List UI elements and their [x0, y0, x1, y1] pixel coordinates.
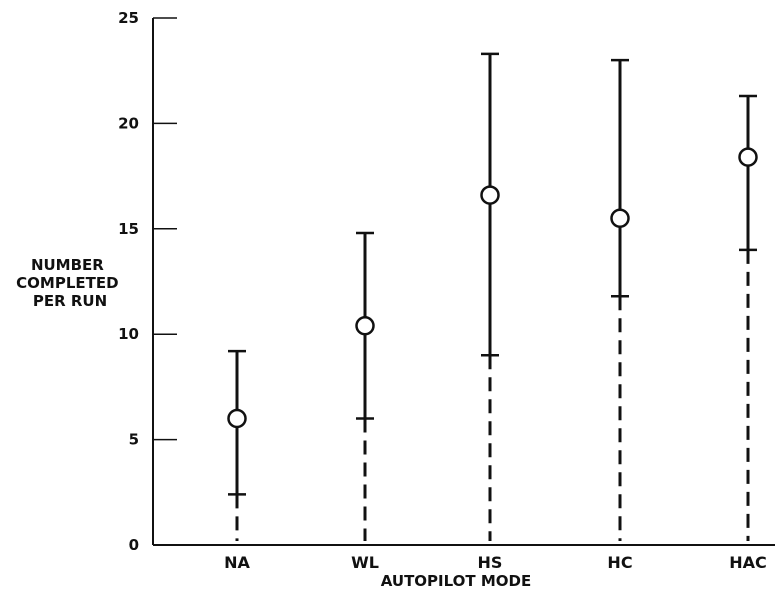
error-bar-hs — [481, 54, 499, 541]
axes — [153, 18, 775, 545]
mean-point — [740, 149, 757, 166]
y-tick-label: 15 — [118, 220, 139, 238]
mean-point — [357, 317, 374, 334]
y-tick-label: 25 — [118, 9, 139, 27]
error-bar-hc — [611, 60, 629, 541]
error-bar-na — [228, 351, 246, 541]
error-bar-wl — [356, 233, 374, 541]
x-tick-label: HS — [478, 553, 503, 572]
mean-point — [482, 187, 499, 204]
error-bar-hac — [739, 96, 757, 541]
x-ticks: NA WL HS HC HAC — [224, 553, 767, 572]
y-axis-title-line-3: PER RUN — [33, 292, 107, 310]
x-axis-title: AUTOPILOT MODE — [381, 572, 532, 590]
axis-titles: NUMBER COMPLETED PER RUN AUTOPILOT MODE — [16, 256, 531, 590]
y-axis-title: NUMBER COMPLETED PER RUN — [16, 256, 124, 310]
mean-point — [229, 410, 246, 427]
x-tick-label: HC — [607, 553, 632, 572]
y-tick-label: 10 — [118, 325, 139, 343]
y-ticks: 0 5 10 15 20 25 — [118, 9, 177, 554]
x-tick-label: NA — [224, 553, 250, 572]
x-tick-label: HAC — [729, 553, 767, 572]
data-marks — [228, 54, 757, 541]
x-tick-label: WL — [351, 553, 379, 572]
y-tick-label: 5 — [129, 431, 139, 449]
y-tick-label: 20 — [118, 114, 139, 132]
y-axis-title-line-1: NUMBER — [31, 256, 104, 274]
y-axis-title-line-2: COMPLETED — [16, 274, 118, 292]
y-tick-label: 0 — [129, 536, 139, 554]
mean-point — [612, 210, 629, 227]
